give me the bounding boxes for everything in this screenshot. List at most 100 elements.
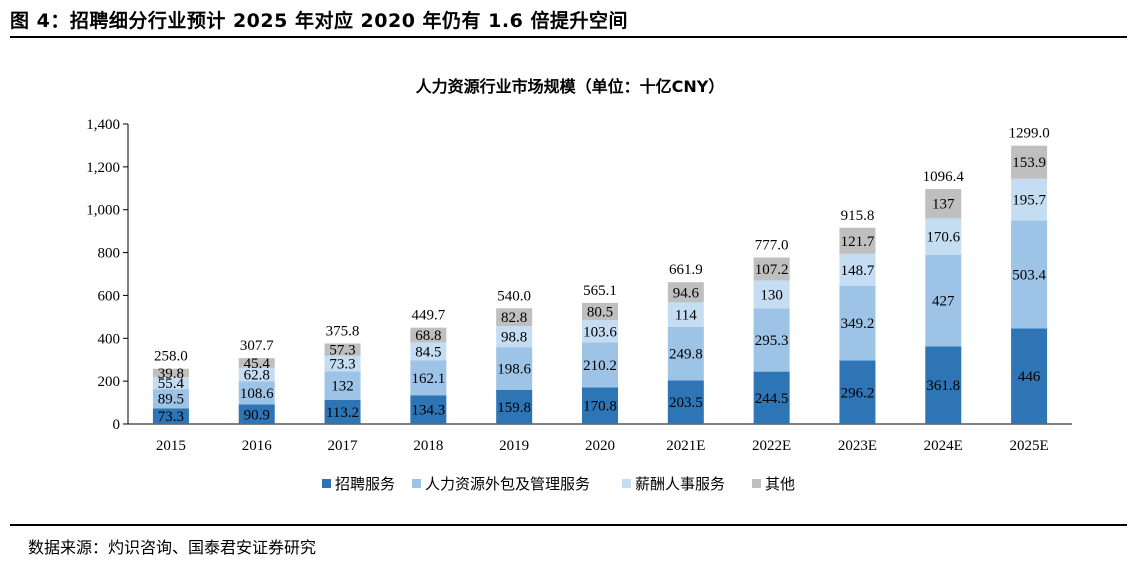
legend: 招聘服务 人力资源外包及管理服务 薪酬人事服务 其他	[322, 475, 795, 493]
bars	[152, 145, 1048, 424]
bar-segment	[925, 346, 962, 424]
data-label: 170.8	[583, 399, 617, 415]
data-label: 134.3	[411, 403, 445, 419]
x-tick-label: 2020	[585, 438, 615, 454]
bar-segment	[238, 367, 275, 382]
bar-segment	[152, 389, 189, 409]
legend-label: 其他	[765, 475, 795, 493]
data-label: 121.7	[841, 234, 875, 250]
total-label: 258.0	[154, 349, 188, 365]
bar-segment	[238, 381, 275, 405]
data-label: 80.5	[587, 305, 613, 321]
axes: 0 200 400 600 800 1,000 1,200 1,400 2015 2016 2017…	[86, 117, 1072, 454]
legend-label: 招聘服务	[335, 475, 395, 493]
total-label: 661.9	[669, 262, 703, 278]
bar-segment	[839, 360, 876, 424]
data-label: 349.2	[841, 316, 875, 332]
data-label: 45.4	[244, 356, 271, 372]
legend-label: 人力资源外包及管理服务	[425, 475, 590, 493]
x-tick-label: 2024E	[924, 438, 963, 454]
data-label: 153.9	[1012, 155, 1046, 171]
data-label: 249.8	[669, 347, 703, 363]
data-label: 82.8	[501, 310, 527, 326]
data-label: 39.8	[158, 366, 184, 382]
data-label: 68.8	[415, 328, 441, 344]
bar-segment	[667, 302, 704, 327]
data-label: 244.5	[755, 391, 789, 407]
y-tick-label: 1,000	[86, 203, 120, 219]
data-label: 427	[932, 294, 955, 310]
total-label: 915.8	[841, 208, 875, 224]
bar-segment	[496, 326, 533, 348]
bar-segment	[238, 358, 275, 368]
bar-segment	[582, 302, 618, 321]
data-label: 130	[760, 287, 783, 303]
data-label: 203.5	[669, 395, 703, 411]
data-label: 137	[932, 197, 955, 213]
bar-segment	[925, 218, 962, 255]
bar-segment	[1011, 178, 1048, 221]
data-label: 98.8	[501, 330, 527, 346]
bar-segment	[582, 320, 618, 343]
bar-segment	[667, 326, 704, 381]
data-label: 73.3	[329, 357, 355, 373]
x-tick-label: 2025E	[1010, 438, 1049, 454]
total-label: 1299.0	[1008, 126, 1049, 142]
x-tick-label: 2016	[242, 438, 273, 454]
bar-segment	[238, 404, 275, 424]
y-tick-label: 0	[113, 417, 121, 433]
data-label: 90.9	[244, 407, 270, 423]
data-label: 361.8	[926, 378, 960, 394]
bar-segment	[324, 355, 361, 372]
data-label: 159.8	[497, 400, 531, 416]
legend-swatch	[322, 479, 331, 488]
x-tick-label: 2023E	[838, 438, 877, 454]
data-label: 103.6	[583, 324, 617, 340]
data-label: 55.4	[158, 376, 185, 392]
data-label: 296.2	[841, 385, 875, 401]
bar-segment	[582, 342, 618, 388]
data-label: 57.3	[329, 343, 355, 359]
data-label: 89.5	[158, 392, 184, 408]
x-tick-label: 2015	[156, 438, 186, 454]
bar-segment	[1011, 145, 1048, 179]
y-tick-label: 1,200	[86, 160, 120, 176]
total-label: 1096.4	[923, 169, 965, 185]
x-tick-label: 2017	[328, 438, 359, 454]
total-label: 449.7	[411, 308, 445, 324]
data-label: 446	[1018, 369, 1041, 385]
total-label: 565.1	[583, 283, 617, 299]
bar-segment	[753, 308, 790, 372]
data-label: 107.2	[755, 262, 789, 278]
data-label: 210.2	[583, 358, 617, 374]
x-tick-label: 2018	[413, 438, 443, 454]
data-label: 170.6	[926, 230, 960, 246]
chart-title: 人力资源行业市场规模（单位：十亿CNY）	[416, 77, 725, 96]
bottom-rule	[10, 524, 1127, 526]
bar-segment	[152, 368, 189, 378]
bar-segment	[496, 347, 533, 390]
bar-segment	[753, 371, 790, 424]
bar-segment	[410, 360, 447, 396]
bar-segment	[410, 342, 447, 361]
figure-title: 图 4：招聘细分行业预计 2025 年对应 2020 年仍有 1.6 倍提升空间	[10, 10, 628, 32]
bar-segment	[324, 343, 361, 356]
bar-segment	[582, 387, 618, 424]
data-label: 114	[675, 308, 697, 324]
total-label: 375.8	[326, 323, 360, 339]
x-tick-label: 2022E	[752, 438, 791, 454]
bar-segment	[324, 371, 361, 400]
bar-segment	[839, 285, 876, 361]
bar-segment	[410, 395, 447, 424]
bar-segment	[925, 254, 962, 347]
legend-swatch	[752, 479, 761, 488]
legend-swatch	[622, 479, 631, 488]
x-tick-label: 2019	[499, 438, 529, 454]
bar-segment	[152, 377, 189, 390]
data-label: 108.6	[240, 386, 274, 402]
data-labels: 73.389.555.439.8258.090.9108.662.845.430…	[154, 126, 1050, 426]
bar-segment	[753, 257, 790, 281]
bar-segment	[324, 399, 361, 424]
legend-label: 薪酬人事服务	[635, 475, 725, 493]
legend-swatch	[412, 479, 421, 488]
